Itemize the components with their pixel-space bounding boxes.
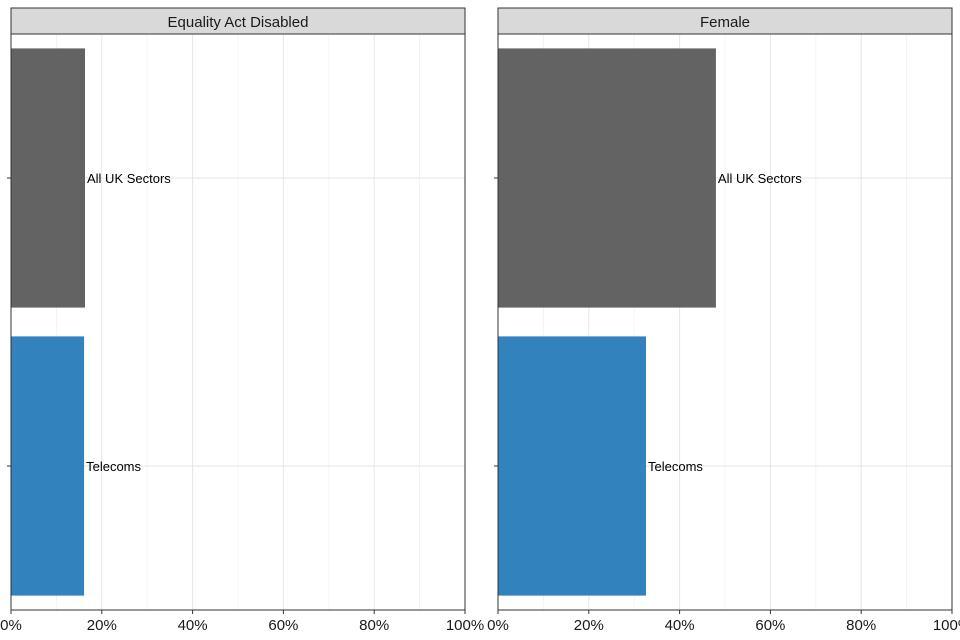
x-tick-label: 40% — [178, 617, 208, 634]
x-tick-label: 100% — [933, 617, 960, 634]
x-tick-label: 80% — [846, 617, 876, 634]
x-tick-label: 80% — [359, 617, 389, 634]
panel-title: Female — [700, 14, 750, 31]
panel-border — [497, 33, 953, 611]
x-tick-label: 100% — [446, 617, 484, 634]
bar-telecoms — [498, 336, 647, 596]
bar-label-all-uk-sectors: All UK Sectors — [718, 171, 802, 186]
bar-label-all-uk-sectors: All UK Sectors — [87, 171, 171, 186]
x-tick-label: 0% — [487, 617, 509, 634]
panel-strip — [497, 7, 953, 35]
bar-telecoms — [11, 336, 85, 596]
panel-strip — [10, 7, 466, 35]
x-tick-label: 20% — [574, 617, 604, 634]
panel-title: Equality Act Disabled — [168, 14, 309, 31]
x-tick-label: 20% — [87, 617, 117, 634]
x-tick-label: 60% — [268, 617, 298, 634]
x-tick-label: 40% — [665, 617, 695, 634]
bar-label-telecoms: Telecoms — [648, 459, 703, 474]
bar-all-uk-sectors — [11, 48, 86, 308]
x-tick-label: 60% — [755, 617, 785, 634]
panel-equality-act-disabled: Equality Act Disabled All UK Sectors Telec… — [0, 7, 484, 634]
bar-all-uk-sectors — [498, 48, 716, 308]
panel-female: Female All UK Sectors Telecoms 0% 20% 40% 60% 8… — [487, 7, 960, 634]
bar-label-telecoms: Telecoms — [86, 459, 141, 474]
x-tick-label: 0% — [0, 617, 22, 634]
panel-border — [10, 33, 466, 611]
